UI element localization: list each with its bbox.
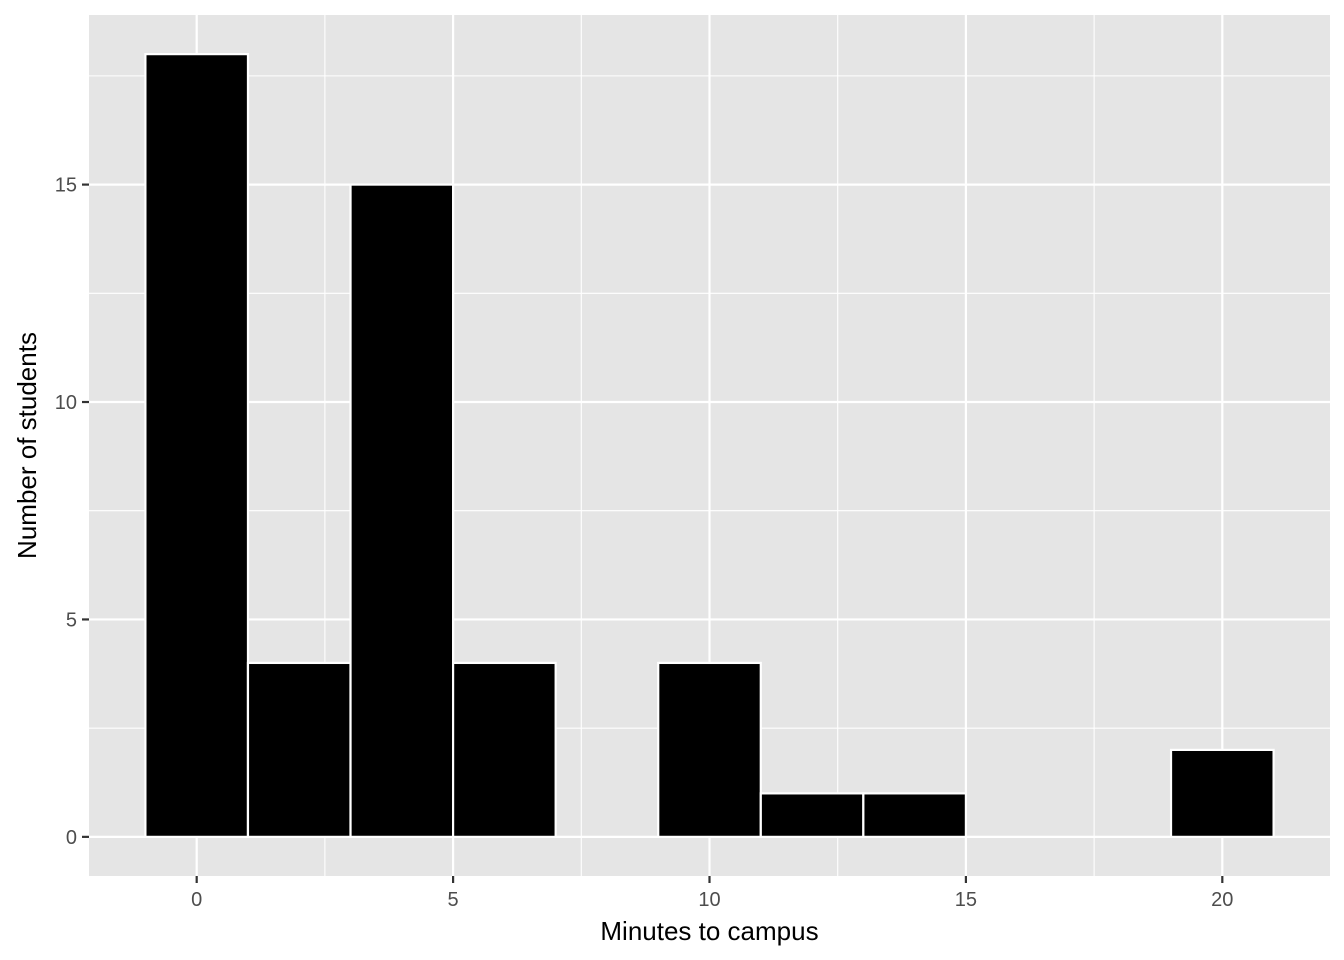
y-tick-label: 5 xyxy=(66,609,77,631)
x-axis: 0 5 10 15 20 xyxy=(191,876,1233,911)
y-tick-label: 0 xyxy=(66,827,77,849)
x-tick-label: 10 xyxy=(698,889,720,911)
x-tick-label: 15 xyxy=(955,889,977,911)
histogram-bar xyxy=(144,53,250,838)
x-tick-label: 5 xyxy=(448,889,459,911)
histogram-bar xyxy=(862,792,968,838)
y-tick-label: 10 xyxy=(55,392,77,414)
x-tick-label: 0 xyxy=(191,889,202,911)
histogram-bar xyxy=(657,661,762,838)
y-axis: 0 5 10 15 xyxy=(55,175,89,849)
histogram-bars xyxy=(144,53,1275,838)
x-tick-label: 20 xyxy=(1211,889,1233,911)
histogram-bar xyxy=(349,183,455,838)
y-axis-title: Number of students xyxy=(12,332,42,559)
histogram-bar xyxy=(451,661,557,838)
y-tick-label: 15 xyxy=(55,175,77,197)
histogram-bar xyxy=(246,661,352,838)
histogram-bar xyxy=(759,792,865,838)
histogram-bar xyxy=(1169,748,1275,838)
x-axis-title: Minutes to campus xyxy=(600,916,818,946)
